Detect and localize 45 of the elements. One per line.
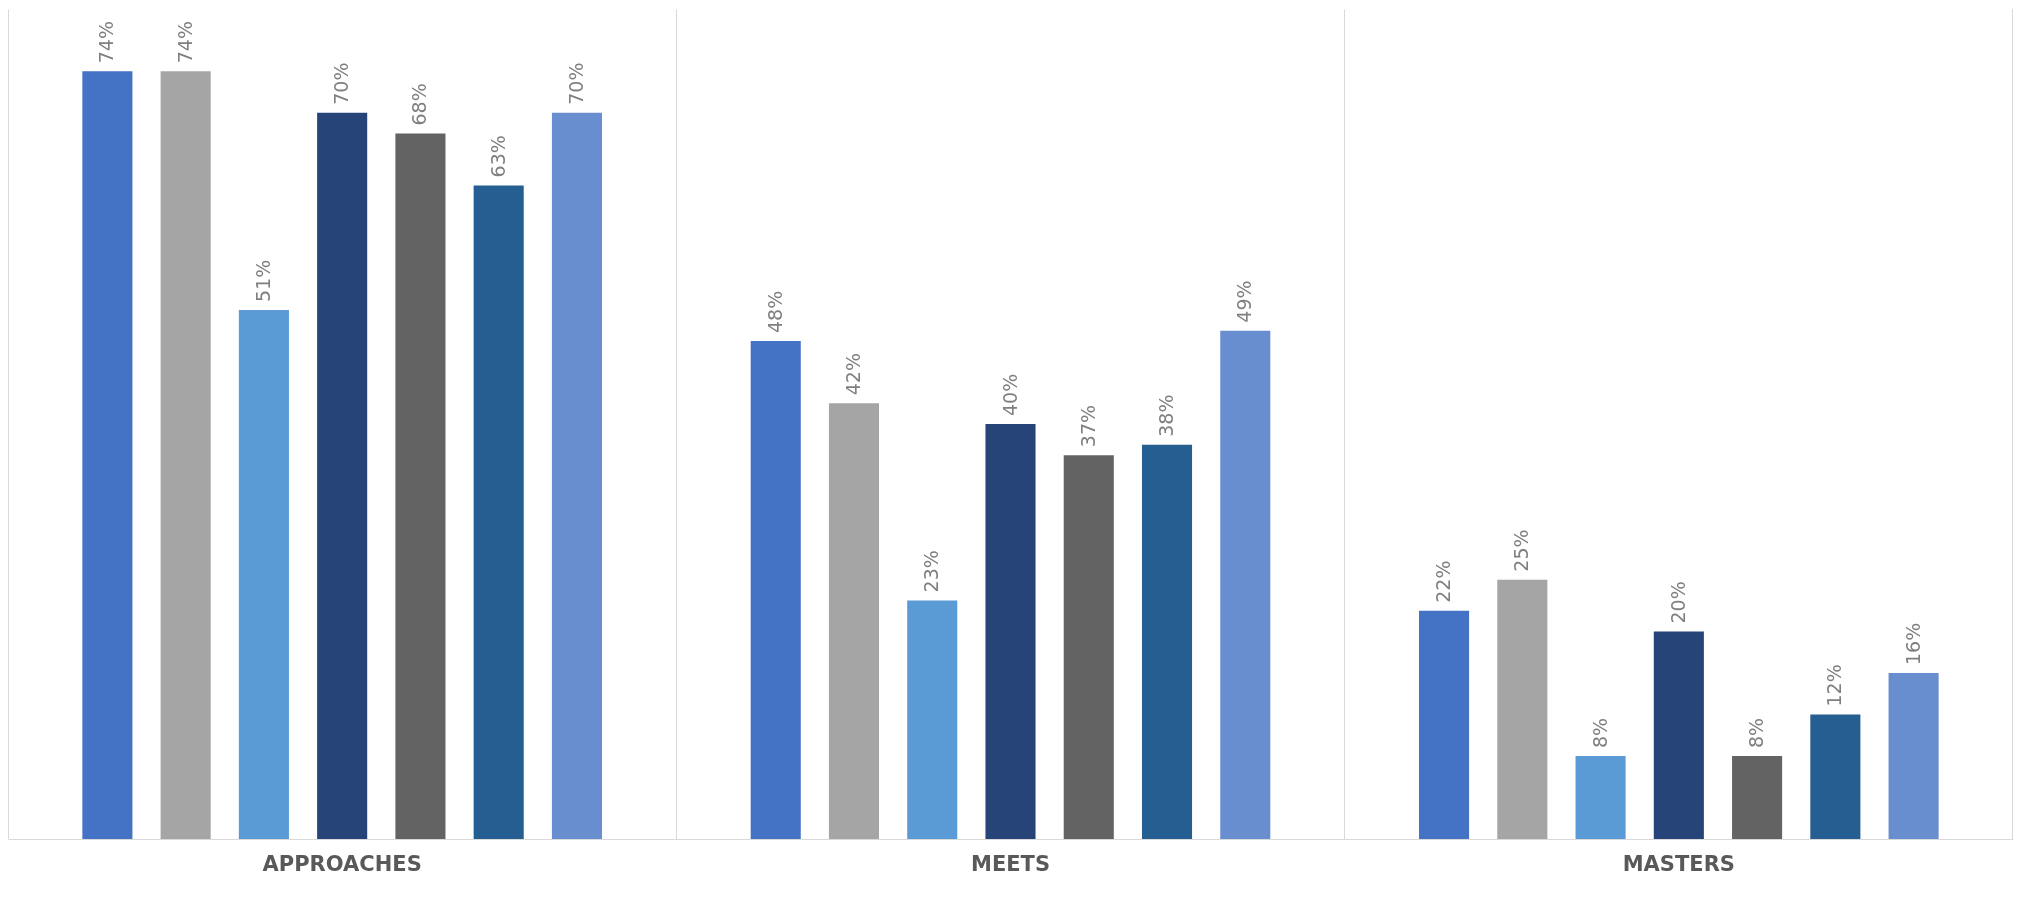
bar: [1063, 455, 1114, 839]
data-label: 16%: [1901, 622, 1924, 665]
x-tick-label: MASTERS: [1622, 851, 1735, 876]
bar: [1419, 610, 1470, 839]
data-label: 70%: [564, 62, 587, 105]
bar: [828, 403, 880, 839]
bar: [1888, 673, 1939, 839]
data-label: 49%: [1233, 280, 1256, 323]
bar: [750, 341, 801, 839]
data-label: 25%: [1510, 529, 1533, 572]
bar: [1497, 579, 1548, 839]
data-label: 40%: [998, 373, 1021, 416]
data-label: 74%: [173, 21, 196, 64]
data-label: 20%: [1666, 581, 1689, 624]
bar: [160, 71, 211, 839]
data-label: 42%: [841, 353, 864, 396]
data-label: 22%: [1432, 560, 1455, 603]
x-tick-label: MEETS: [970, 851, 1051, 876]
bar: [1810, 714, 1861, 839]
bar: [473, 185, 524, 839]
data-label: 48%: [763, 290, 786, 333]
bar: [985, 424, 1036, 839]
data-label: 38%: [1155, 394, 1178, 437]
bar: [1141, 444, 1193, 839]
data-label: 23%: [920, 550, 943, 593]
bar: [82, 71, 133, 839]
data-label: 8%: [1745, 717, 1768, 748]
bar: [907, 600, 958, 839]
bar: [1653, 631, 1704, 839]
bar: [317, 112, 368, 839]
bar: [1732, 756, 1783, 839]
data-label: 37%: [1076, 404, 1099, 448]
data-label: 74%: [95, 21, 118, 64]
data-label: 68%: [408, 83, 431, 126]
data-label: 12%: [1823, 664, 1846, 707]
data-label: 8%: [1588, 717, 1611, 748]
data-label: 63%: [486, 135, 509, 178]
data-label: 51%: [251, 259, 274, 302]
bar: [551, 112, 602, 839]
bar: [395, 133, 446, 839]
bar: [1575, 756, 1626, 839]
x-tick-label: APPROACHES: [262, 851, 422, 876]
bar: [1220, 330, 1271, 839]
data-label: 70%: [330, 62, 353, 105]
bar: [238, 309, 289, 839]
